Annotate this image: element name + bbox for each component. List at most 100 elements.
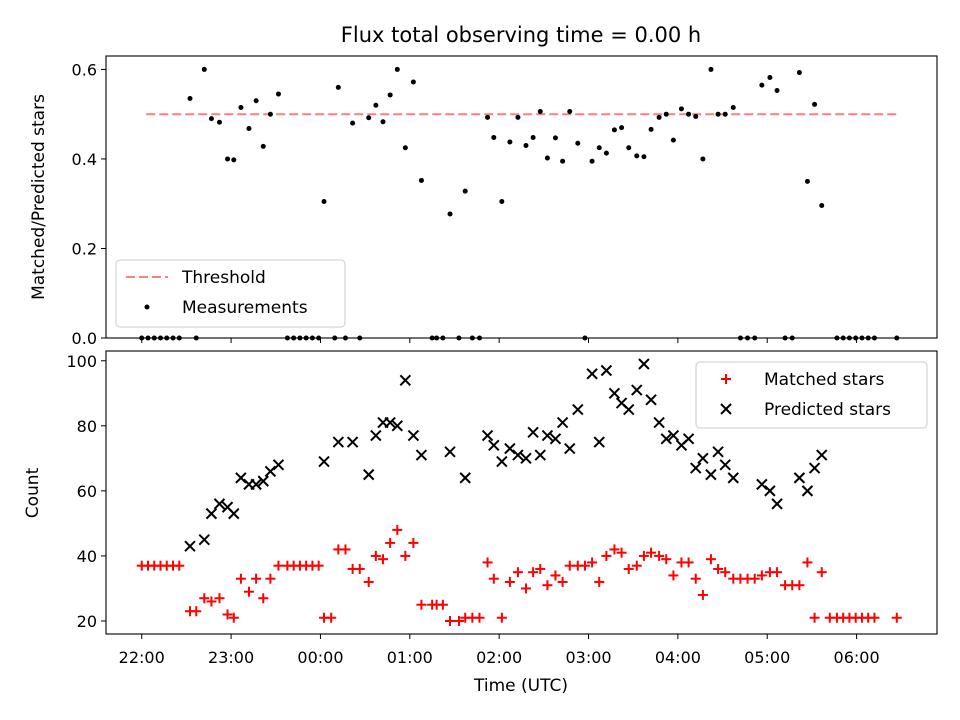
matched-star-point bbox=[802, 557, 813, 568]
x-tick-label: 05:00 bbox=[744, 648, 790, 667]
matched-star-point bbox=[445, 615, 456, 626]
matched-star-point bbox=[609, 544, 620, 555]
predicted-star-point bbox=[756, 478, 768, 491]
predicted-star-point bbox=[527, 426, 539, 439]
matched-star-point bbox=[520, 583, 531, 594]
matched-star-point bbox=[206, 596, 217, 607]
top-y-tick-label: 0.0 bbox=[72, 329, 97, 348]
measurement-point bbox=[225, 156, 231, 162]
measurement-point bbox=[678, 106, 684, 112]
predicted-star-point bbox=[228, 507, 240, 520]
matched-star-point bbox=[482, 557, 493, 568]
matched-star-point bbox=[265, 573, 276, 584]
matched-star-point bbox=[496, 612, 507, 623]
predicted-star-point bbox=[370, 429, 382, 442]
matched-star-point bbox=[400, 550, 411, 561]
predicted-star-point bbox=[534, 449, 546, 461]
top-panel-ticks: 0.0 0.2 0.4 0.6 bbox=[72, 60, 858, 348]
measurement-point bbox=[641, 154, 647, 160]
x-tick-label: 02:00 bbox=[476, 648, 522, 667]
x-tick-label: 03:00 bbox=[565, 648, 611, 667]
predicted-star-point bbox=[213, 498, 226, 510]
matched-star-point bbox=[705, 554, 716, 565]
predicted-star-point bbox=[444, 446, 456, 458]
measurement-point bbox=[774, 87, 780, 93]
matched-star-point bbox=[661, 554, 672, 565]
predicted-star-point bbox=[572, 403, 584, 416]
top-legend: Threshold Measurements bbox=[115, 259, 346, 328]
top-y-tick-label: 0.6 bbox=[72, 60, 97, 79]
matched-star-point bbox=[749, 573, 760, 584]
matched-star-point bbox=[713, 563, 724, 574]
matched-star-point bbox=[816, 567, 827, 578]
measurement-point bbox=[410, 79, 416, 85]
measurement-point bbox=[596, 145, 602, 151]
matched-star-point bbox=[594, 576, 605, 587]
matched-star-point bbox=[504, 576, 515, 587]
predicted-star-point bbox=[600, 364, 613, 377]
predicted-star-point bbox=[520, 452, 532, 465]
matched-star-point bbox=[891, 612, 902, 623]
legend-predicted-marker bbox=[720, 403, 732, 415]
measurement-point bbox=[552, 135, 558, 141]
matched-star-point bbox=[340, 544, 351, 555]
x-tick-label: 06:00 bbox=[834, 648, 880, 667]
matched-star-point bbox=[631, 560, 642, 571]
measurement-point bbox=[216, 119, 222, 125]
matched-star-point bbox=[474, 612, 485, 623]
predicted-star-point bbox=[272, 459, 285, 471]
top-y-tick-label: 0.4 bbox=[72, 150, 97, 169]
predicted-star-point bbox=[623, 403, 635, 416]
matched-star-point bbox=[616, 547, 627, 558]
predicted-star-point bbox=[764, 485, 776, 497]
top-y-tick-label: 0.2 bbox=[72, 239, 97, 258]
measurement-point bbox=[380, 119, 386, 125]
matched-star-point bbox=[251, 573, 262, 584]
measurement-point bbox=[560, 158, 566, 164]
measurement-point bbox=[187, 96, 193, 102]
measurement-point bbox=[686, 111, 692, 117]
matched-star-point bbox=[453, 615, 464, 626]
measurement-point bbox=[693, 113, 699, 119]
matched-star-point bbox=[557, 576, 568, 587]
measurement-point bbox=[648, 126, 654, 132]
x-tick-label: 23:00 bbox=[208, 648, 254, 667]
matched-star-point bbox=[654, 550, 665, 561]
matched-star-point bbox=[313, 560, 324, 571]
measurement-point bbox=[812, 101, 818, 107]
matched-star-point bbox=[512, 567, 523, 578]
measurement-point bbox=[335, 84, 341, 90]
measurement-point bbox=[208, 116, 214, 122]
matched-star-point bbox=[228, 612, 239, 623]
measurement-point bbox=[722, 111, 728, 117]
predicted-star-point bbox=[816, 449, 828, 461]
matched-star-point bbox=[550, 570, 561, 581]
measurement-point bbox=[366, 115, 372, 121]
matched-star-point bbox=[690, 573, 701, 584]
legend-predicted-label: Predicted stars bbox=[764, 400, 891, 420]
matched-star-point bbox=[756, 570, 767, 581]
predicted-star-point bbox=[235, 472, 247, 484]
measurement-point bbox=[767, 74, 773, 80]
predicted-star-point bbox=[556, 416, 569, 429]
predicted-star-point bbox=[638, 358, 650, 370]
measurement-point bbox=[567, 109, 573, 115]
predicted-star-point bbox=[257, 475, 269, 487]
predicted-star-point bbox=[399, 374, 412, 386]
matched-star-point bbox=[638, 550, 649, 561]
measurement-point bbox=[619, 125, 625, 131]
predicted-star-point bbox=[705, 468, 717, 481]
matched-star-point bbox=[191, 606, 202, 617]
top-panel-marks bbox=[139, 66, 900, 341]
measurement-point bbox=[708, 66, 714, 72]
measurement-point bbox=[715, 111, 721, 117]
measurement-point bbox=[491, 134, 497, 140]
measurement-point bbox=[515, 114, 521, 120]
legend-matched-plus bbox=[721, 374, 731, 384]
matched-star-point bbox=[258, 593, 269, 604]
legend-measurements-label: Measurements bbox=[182, 298, 308, 318]
predicted-star-point bbox=[653, 416, 665, 429]
measurement-point bbox=[611, 127, 617, 133]
measurement-point bbox=[819, 203, 825, 209]
